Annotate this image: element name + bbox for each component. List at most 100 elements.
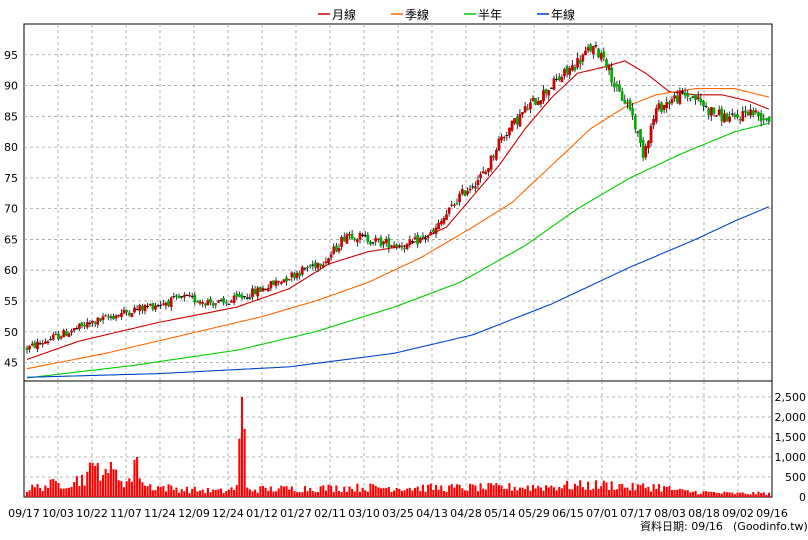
candle-body — [584, 50, 587, 56]
candle-body — [699, 98, 703, 103]
candle-body — [245, 297, 249, 299]
candle-body — [432, 229, 435, 233]
volume-bar — [526, 485, 529, 497]
volume-bar — [741, 492, 744, 497]
candle-body — [510, 120, 514, 131]
volume-bar — [219, 488, 223, 497]
volume-bar — [647, 486, 650, 497]
candle-body — [578, 59, 582, 64]
volume-bar — [558, 486, 561, 497]
x-tick-label-12: 04/13 — [416, 507, 448, 520]
candle-body — [230, 300, 233, 303]
volume-bar — [639, 485, 642, 497]
candle-body — [387, 238, 391, 249]
candle-body — [44, 341, 47, 344]
candle-body — [547, 90, 551, 96]
volume-bar — [511, 490, 514, 497]
candle-body — [361, 234, 364, 236]
volume-bar — [631, 482, 634, 497]
volume-bar — [720, 493, 723, 497]
candle-body — [285, 277, 288, 282]
volume-bar — [539, 487, 542, 497]
candle-body — [70, 330, 73, 333]
price-tick-label-7: 80 — [4, 141, 18, 154]
data-date-label: 資料日期: 09/16 — [640, 519, 723, 533]
volume-bar — [356, 483, 359, 497]
candle-body — [494, 149, 498, 160]
candle-body — [762, 118, 766, 120]
volume-bar — [73, 482, 76, 497]
volume-bar — [209, 492, 212, 497]
price-tick-label-2: 55 — [4, 295, 18, 308]
candle-body — [374, 237, 378, 242]
candle-body — [647, 141, 650, 149]
candle-body — [272, 280, 275, 285]
candle-body — [390, 245, 393, 247]
volume-bar — [311, 490, 314, 497]
volume-bar — [70, 486, 73, 497]
volume-bar — [269, 486, 272, 497]
candle-body — [536, 101, 540, 106]
candle-body — [101, 316, 105, 320]
candle-body — [30, 343, 34, 346]
candle-body — [329, 254, 333, 258]
volume-bar — [154, 490, 157, 497]
x-tick-label-5: 12/09 — [178, 507, 210, 520]
volume-bar — [285, 486, 288, 497]
candle-body — [54, 333, 58, 336]
candle-body — [484, 171, 488, 175]
volume-bar — [201, 489, 204, 497]
candle-body — [104, 315, 108, 317]
volume-bar — [676, 489, 679, 497]
candle-body — [505, 135, 509, 137]
volume-y-axis: 0 500 1,000 1,500 2,000 2,500 — [775, 391, 807, 504]
candle-body — [93, 322, 97, 324]
candle-body — [130, 313, 134, 317]
volume-bar — [345, 492, 348, 497]
candle-body — [28, 345, 31, 350]
volume-bar — [65, 488, 68, 497]
candle-body — [133, 307, 136, 313]
volume-bar — [726, 492, 729, 497]
volume-bar — [112, 469, 115, 497]
x-tick-label-21: 09/02 — [722, 507, 754, 520]
volume-bar — [44, 485, 47, 497]
volume-bar — [568, 489, 571, 497]
candle-body — [720, 108, 724, 122]
candle-body — [754, 110, 758, 113]
volume-bar — [385, 488, 388, 497]
volume-bar — [361, 487, 364, 497]
candle-body — [376, 238, 380, 240]
candle-body — [610, 67, 614, 83]
volume-bar — [159, 486, 162, 497]
volume-bar — [60, 488, 63, 497]
candle-body — [757, 112, 760, 116]
candle-body — [568, 68, 572, 75]
x-tick-label-15: 05/29 — [518, 507, 550, 520]
candle-body — [371, 242, 375, 244]
volume-bar — [49, 479, 52, 497]
chart-legend: 月線 季線 半年 年線 — [318, 7, 575, 22]
candle-body — [122, 309, 126, 314]
volume-bar — [587, 481, 590, 497]
candle-body — [418, 237, 422, 243]
candle-body — [266, 287, 270, 292]
price-panel-frame — [23, 23, 773, 382]
volume-bar — [482, 488, 485, 497]
candle-body — [117, 315, 121, 317]
volume-bar — [366, 491, 369, 497]
candle-body — [626, 102, 629, 104]
vol-tick-label-4: 2,000 — [775, 411, 807, 424]
volume-bar — [149, 484, 152, 497]
volume-bar — [217, 489, 220, 497]
candle-body — [591, 46, 595, 55]
candle-body — [243, 296, 246, 298]
candle-body — [458, 193, 461, 203]
candle-body — [508, 127, 511, 136]
volume-bar — [238, 438, 241, 497]
volume-bar — [466, 490, 469, 497]
candle-body — [521, 112, 524, 115]
volume-bar — [298, 492, 301, 497]
candle-body — [741, 111, 745, 122]
price-y-axis: 45 50 55 60 65 70 75 80 85 90 95 — [4, 49, 18, 370]
